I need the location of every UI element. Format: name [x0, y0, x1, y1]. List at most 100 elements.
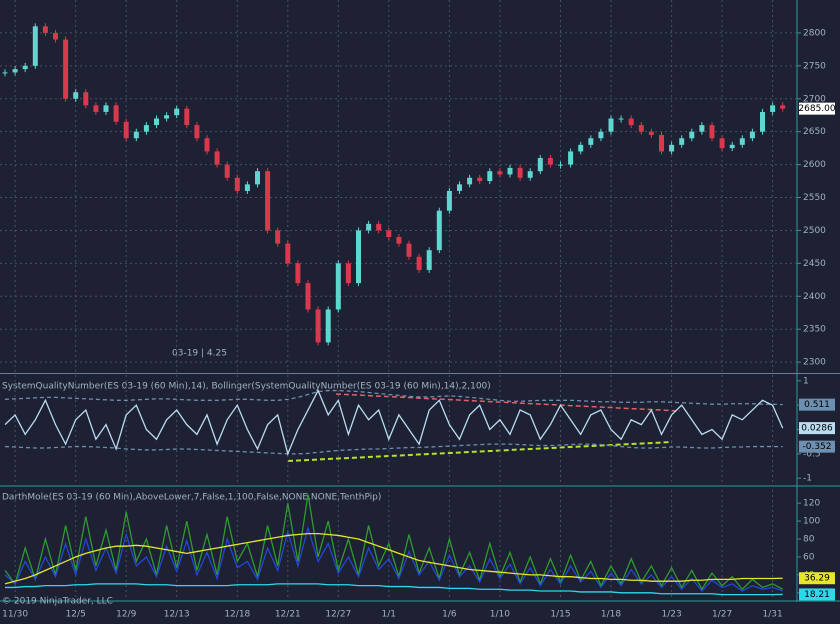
candle: [265, 171, 271, 231]
x-tick-label: 1/15: [550, 610, 570, 620]
candle: [477, 177, 483, 182]
candle: [699, 125, 705, 132]
candle: [638, 125, 644, 132]
candle: [244, 184, 250, 191]
value-tag-label: 2685.00: [798, 104, 835, 114]
x-tick-label: 1/18: [601, 610, 621, 620]
x-tick-label: 12/5: [66, 610, 86, 620]
y-tick-label: 120: [803, 499, 820, 509]
candle: [709, 125, 715, 139]
value-tag: [799, 440, 835, 453]
candle: [133, 131, 139, 139]
candle: [325, 309, 331, 343]
candle: [93, 105, 99, 112]
y-tick-label: 2750: [803, 61, 826, 71]
series-line: [4, 389, 784, 456]
candle: [780, 105, 786, 109]
candle: [507, 167, 513, 175]
candle: [275, 230, 281, 244]
candle: [224, 164, 230, 178]
candle: [487, 171, 493, 182]
y-tick-label: 2300: [803, 358, 826, 368]
candle: [234, 177, 240, 191]
candle: [113, 105, 119, 122]
candle: [356, 230, 361, 284]
candle: [285, 243, 291, 264]
candle: [154, 118, 159, 126]
candle: [255, 171, 260, 185]
candle: [760, 111, 765, 132]
candle: [143, 125, 149, 132]
panel-title: SystemQualityNumber(ES 03-19 (60 Min),14…: [2, 382, 491, 392]
series-line: [4, 525, 783, 593]
value-tag-label: 36.29: [804, 574, 830, 584]
series-line: [4, 494, 784, 591]
x-tick-label: 12/27: [325, 610, 351, 620]
candle: [366, 223, 372, 231]
value-tag: [799, 102, 835, 115]
candle: [578, 144, 584, 152]
candle: [2, 72, 8, 74]
x-tick-label: 1/10: [490, 610, 510, 620]
copyright: © 2019 NinjaTrader, LLC: [2, 597, 113, 607]
value-tag-label: -0.352: [802, 442, 831, 452]
candle: [659, 134, 664, 152]
y-tick-label: 60: [803, 552, 815, 562]
candle: [517, 167, 523, 178]
candle: [194, 125, 200, 139]
y-tick-label: 80: [803, 535, 815, 545]
candle: [749, 131, 755, 139]
value-tag-label: 0.511: [804, 400, 830, 410]
y-tick-label: 2400: [803, 292, 826, 302]
candle: [406, 243, 412, 257]
candle: [83, 92, 89, 106]
value-tag: [799, 572, 835, 585]
candle: [416, 256, 422, 270]
y-tick-label: -1: [803, 474, 812, 484]
y-tick-label: 100: [803, 517, 820, 527]
y-tick-label: -0.5: [803, 449, 821, 459]
y-tick-label: 2550: [803, 193, 826, 203]
x-tick-label: 1/6: [442, 610, 457, 620]
y-tick-label: 2500: [803, 226, 826, 236]
candle: [295, 263, 301, 284]
value-tag: [799, 588, 835, 601]
candle: [558, 164, 563, 166]
candle: [42, 26, 48, 33]
candle: [396, 237, 402, 244]
candle: [214, 151, 220, 165]
candle: [103, 105, 109, 112]
x-tick-label: 12/13: [164, 610, 190, 620]
candle: [426, 250, 432, 270]
candle: [12, 69, 18, 73]
series-line: [5, 583, 783, 596]
x-tick-label: 12/18: [224, 610, 250, 620]
candle: [618, 118, 624, 120]
series-line: [4, 443, 783, 455]
candle: [315, 309, 321, 343]
panel-title: DarthMole(ES 03-19 (60 Min),AboveLower,7…: [2, 493, 381, 503]
x-tick-label: 1/23: [661, 610, 681, 620]
candle: [63, 39, 69, 99]
candle: [689, 131, 695, 139]
candle: [446, 190, 452, 211]
candle: [770, 105, 776, 112]
candle: [719, 138, 725, 149]
candle: [608, 118, 614, 132]
candle: [22, 65, 28, 70]
candle: [305, 283, 311, 310]
y-tick-label: 2700: [803, 94, 826, 104]
series-line: [4, 532, 783, 585]
candle: [204, 138, 210, 152]
candle: [628, 118, 634, 126]
candle: [123, 121, 129, 139]
x-tick-label: 11/30: [2, 610, 28, 620]
x-tick-label: 12/9: [116, 610, 136, 620]
candle: [53, 32, 58, 40]
y-tick-label: 1: [803, 376, 809, 386]
candle: [739, 138, 745, 145]
candle: [669, 144, 675, 152]
candle: [164, 115, 170, 119]
x-tick-label: 1/1: [382, 610, 396, 620]
